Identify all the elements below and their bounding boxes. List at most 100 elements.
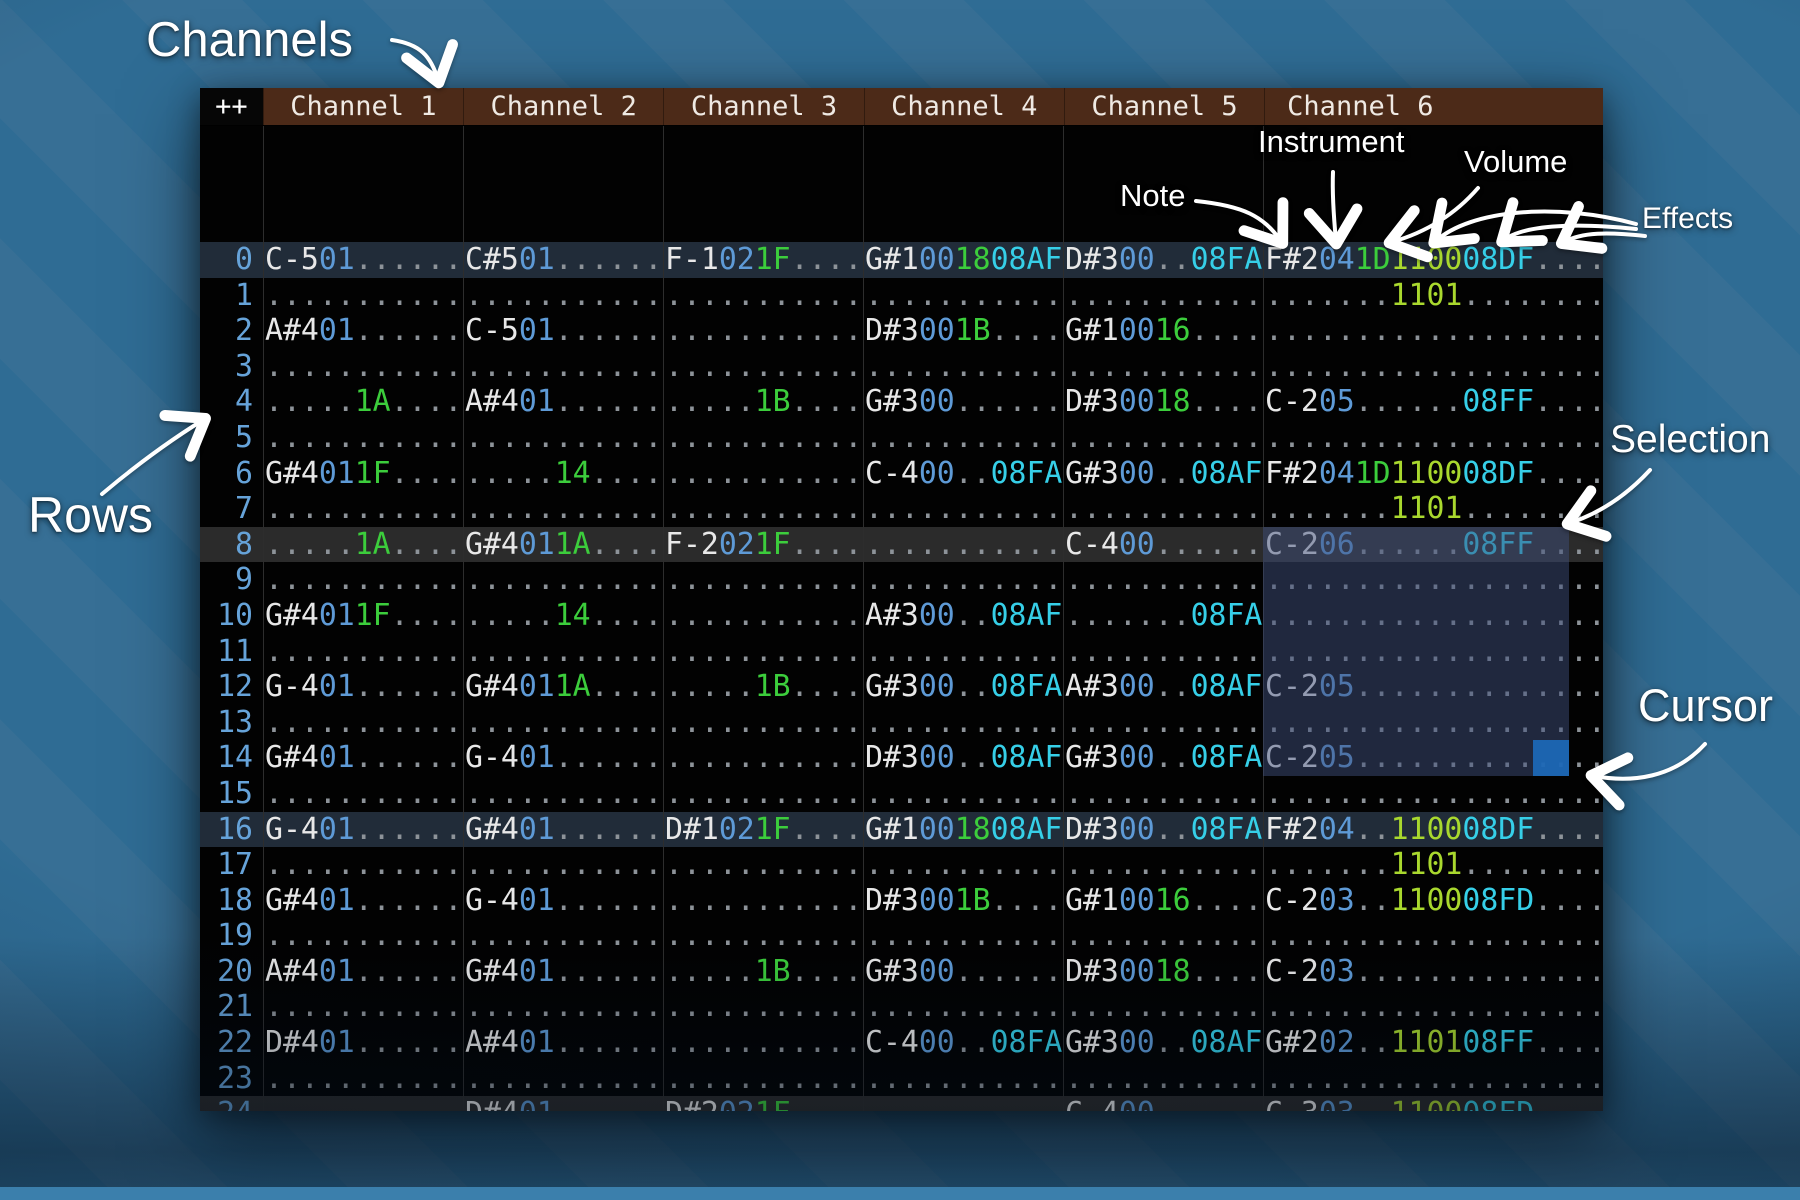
pattern-cell-ch3[interactable]: ........... — [665, 562, 863, 598]
pattern-cell-ch4[interactable]: C-400..08FA — [865, 455, 1063, 491]
pattern-cell-ch5[interactable]: G#10016.... — [1065, 882, 1263, 918]
pattern-cell-ch6[interactable]: C-203..110008FD.... — [1265, 882, 1603, 918]
pattern-cell-ch5[interactable]: G#300..08AF — [1065, 1025, 1263, 1061]
pattern-cell-ch5[interactable]: A#300..08AF — [1065, 669, 1263, 705]
pattern-cell-ch3[interactable]: ........... — [665, 918, 863, 954]
row-number[interactable]: 1 — [235, 277, 253, 313]
row-number[interactable]: 15 — [217, 775, 253, 811]
pattern-cell-ch6[interactable]: F#2041D110008DF.... — [1265, 242, 1603, 277]
row-number[interactable]: 14 — [217, 740, 253, 776]
pattern-cell-ch6[interactable]: F#204..110008DF.... — [1265, 811, 1603, 847]
pattern-cell-ch6[interactable]: C-205.............. — [1265, 740, 1603, 776]
pattern-cell-ch6[interactable]: ................... — [1265, 597, 1603, 633]
pattern-cell-ch4[interactable]: D#300..08AF — [865, 740, 1063, 776]
pattern-cell-ch2[interactable]: ........... — [465, 918, 663, 954]
pattern-cell-ch4[interactable]: G#300...... — [865, 953, 1063, 989]
pattern-cell-ch4[interactable]: ........... — [863, 1096, 1063, 1111]
row-number[interactable]: 10 — [217, 597, 253, 633]
pattern-cell-ch5[interactable]: ........... — [1065, 562, 1263, 598]
pattern-cell-ch5[interactable]: G#300..08AF — [1065, 455, 1263, 491]
pattern-cell-ch6[interactable]: .......1101........ — [1265, 277, 1603, 313]
row-number[interactable]: 5 — [235, 419, 253, 455]
pattern-cell-ch3[interactable]: ........... — [665, 348, 863, 384]
pattern-cell-ch2[interactable]: .....14.... — [465, 597, 663, 633]
pattern-cell-ch4[interactable]: ........... — [865, 704, 1063, 740]
row-number[interactable]: 0 — [235, 242, 253, 277]
pattern-cell-ch4[interactable]: ........... — [865, 633, 1063, 669]
pattern-cell-ch1[interactable]: ........... — [265, 348, 463, 384]
pattern-cell-ch1[interactable]: ........... — [265, 989, 463, 1025]
pattern-cell-ch2[interactable]: ........... — [465, 775, 663, 811]
pattern-cell-ch5[interactable]: ........... — [1065, 704, 1263, 740]
pattern-cell-ch5[interactable]: ........... — [1065, 633, 1263, 669]
row-number[interactable]: 8 — [235, 526, 253, 562]
pattern-cell-ch1[interactable]: G#4011F.... — [265, 455, 463, 491]
pattern-cell-ch4[interactable]: ........... — [865, 562, 1063, 598]
channel-header-4[interactable]: Channel 4 — [863, 88, 1064, 125]
channel-header-5[interactable]: Channel 5 — [1063, 88, 1264, 125]
row-number[interactable]: 12 — [217, 669, 253, 705]
row-number[interactable]: 20 — [217, 953, 253, 989]
pattern-cell-ch1[interactable]: G#401...... — [265, 740, 463, 776]
pattern-cell-ch2[interactable]: A#401...... — [465, 1025, 663, 1061]
pattern-cell-ch2[interactable]: G-401...... — [465, 740, 663, 776]
pattern-cell-ch1[interactable]: .....1A.... — [265, 526, 463, 562]
pattern-cell-ch2[interactable]: ........... — [465, 562, 663, 598]
pattern-cell-ch2[interactable]: ........... — [465, 491, 663, 527]
pattern-cell-ch5[interactable]: ........... — [1065, 419, 1263, 455]
pattern-cell-ch2[interactable]: G#401...... — [465, 811, 663, 847]
pattern-cell-ch3[interactable]: D#1021F.... — [665, 811, 863, 847]
pattern-cell-ch2[interactable]: G#401...... — [465, 953, 663, 989]
pattern-cell-ch1[interactable]: ........... — [265, 775, 463, 811]
pattern-cell-ch5[interactable]: G#300..08FA — [1065, 740, 1263, 776]
row-number[interactable]: 3 — [235, 348, 253, 384]
row-number[interactable]: 17 — [217, 847, 253, 883]
pattern-cell-ch3[interactable]: D#2021F.... — [663, 1096, 863, 1111]
pattern-cell-ch5[interactable]: C-400...... — [1063, 1096, 1263, 1111]
pattern-cell-ch4[interactable]: ........... — [865, 918, 1063, 954]
pattern-cell-ch6[interactable]: G#202..110108FF.... — [1265, 1025, 1603, 1061]
pattern-cell-ch1[interactable]: G#4011F.... — [265, 597, 463, 633]
pattern-cell-ch2[interactable]: ........... — [465, 419, 663, 455]
pattern-cell-ch1[interactable]: ........... — [263, 1096, 463, 1111]
pattern-cell-ch6[interactable]: ................... — [1265, 989, 1603, 1025]
pattern-cell-ch1[interactable]: ........... — [265, 704, 463, 740]
pattern-cell-ch5[interactable]: ........... — [1065, 348, 1263, 384]
row-number[interactable]: 21 — [217, 989, 253, 1025]
pattern-cell-ch3[interactable]: ........... — [665, 633, 863, 669]
pattern-cell-ch6[interactable]: .......1101........ — [1265, 847, 1603, 883]
pattern-cell-ch3[interactable]: ........... — [665, 704, 863, 740]
pattern-cell-ch4[interactable]: ........... — [865, 526, 1063, 562]
pattern-cell-ch1[interactable]: ........... — [265, 419, 463, 455]
pattern-cell-ch2[interactable]: ........... — [465, 277, 663, 313]
pattern-cell-ch5[interactable]: D#300..08FA — [1065, 242, 1263, 277]
pattern-cell-ch2[interactable]: ........... — [465, 704, 663, 740]
pattern-cell-ch1[interactable]: ........... — [265, 491, 463, 527]
pattern-cell-ch5[interactable]: C-400...... — [1065, 526, 1263, 562]
pattern-cell-ch3[interactable]: ........... — [665, 1060, 863, 1096]
pattern-cell-ch5[interactable]: G#10016.... — [1065, 313, 1263, 349]
pattern-cell-ch2[interactable]: C#501...... — [465, 242, 663, 277]
pattern-cell-ch6[interactable]: ................... — [1265, 562, 1603, 598]
channel-header-6[interactable]: Channel 6 — [1264, 88, 1603, 125]
channel-header-3[interactable]: Channel 3 — [663, 88, 863, 125]
pattern-cell-ch3[interactable]: ........... — [665, 313, 863, 349]
pattern-cell-ch6[interactable]: C-205......08FF.... — [1265, 384, 1603, 420]
pattern-cell-ch1[interactable]: ........... — [265, 562, 463, 598]
pattern-cell-ch5[interactable]: D#300..08FA — [1065, 811, 1263, 847]
pattern-cell-ch1[interactable]: C-501...... — [265, 242, 463, 277]
pattern-cell-ch3[interactable]: ........... — [665, 775, 863, 811]
pattern-cell-ch5[interactable]: .......08FA — [1065, 597, 1263, 633]
pattern-cell-ch5[interactable]: ........... — [1065, 491, 1263, 527]
pattern-cell-ch6[interactable]: ................... — [1265, 1060, 1603, 1096]
pattern-cell-ch6[interactable]: ................... — [1265, 704, 1603, 740]
pattern-cell-ch6[interactable]: ................... — [1265, 775, 1603, 811]
pattern-cell-ch4[interactable]: G#300...... — [865, 384, 1063, 420]
row-number[interactable]: 16 — [217, 811, 253, 847]
pattern-cell-ch3[interactable]: ........... — [665, 277, 863, 313]
pattern-cell-ch6[interactable]: .......1101........ — [1265, 491, 1603, 527]
pattern-cell-ch1[interactable]: .....1A.... — [265, 384, 463, 420]
pattern-cell-ch1[interactable]: ........... — [265, 277, 463, 313]
pattern-cell-ch3[interactable]: ........... — [665, 491, 863, 527]
pattern-cell-ch4[interactable]: G#1001808AF — [865, 242, 1063, 277]
